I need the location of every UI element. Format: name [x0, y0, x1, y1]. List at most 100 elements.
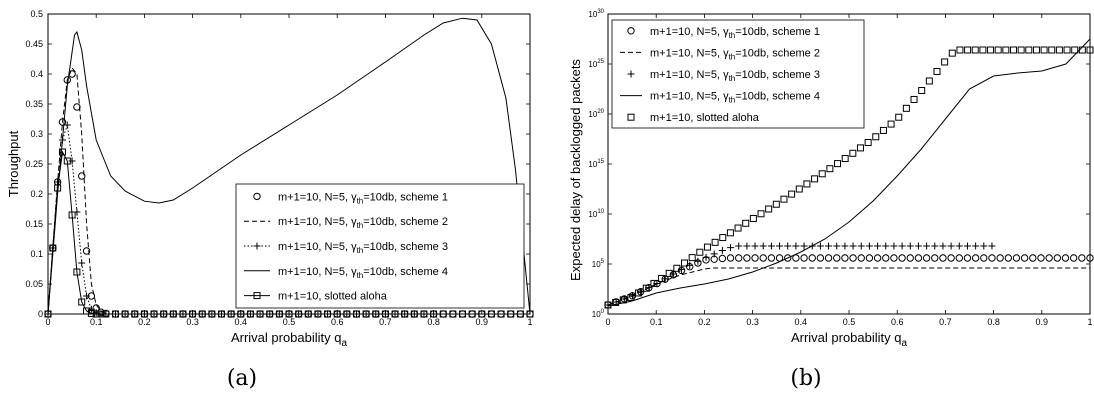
data-marker	[980, 254, 988, 262]
data-marker	[1032, 46, 1040, 54]
x-tick-label: 0.3	[186, 317, 199, 327]
data-marker	[811, 175, 819, 183]
legend-label: m+1=10, N=5, γth=10db, scheme 2	[278, 216, 448, 230]
data-marker	[304, 310, 312, 318]
data-marker	[914, 254, 923, 262]
data-marker	[726, 254, 735, 262]
data-marker	[1040, 46, 1048, 54]
data-marker	[882, 254, 890, 262]
data-marker	[947, 242, 955, 250]
data-marker	[711, 238, 719, 246]
data-marker	[939, 242, 947, 250]
data-marker	[849, 149, 857, 157]
data-marker	[73, 103, 81, 111]
data-marker	[696, 248, 704, 256]
data-marker	[833, 254, 841, 262]
y-tick-label: 1030	[588, 9, 604, 19]
data-marker	[743, 242, 751, 250]
data-marker	[767, 242, 775, 250]
data-marker	[719, 234, 727, 242]
data-marker	[381, 310, 389, 318]
data-marker	[979, 46, 987, 54]
data-marker	[988, 254, 996, 262]
data-marker	[856, 144, 864, 152]
data-marker	[54, 184, 62, 192]
data-marker	[833, 242, 841, 250]
data-marker	[874, 242, 882, 250]
data-marker	[198, 310, 206, 318]
data-marker	[1029, 254, 1037, 262]
y-tick-label: 0.2	[30, 189, 43, 199]
panel-caption: (a)	[227, 366, 257, 391]
data-marker	[1017, 46, 1025, 54]
x-tick-label: 0.2	[698, 317, 711, 327]
y-tick-label: 0.4	[30, 69, 43, 79]
data-marker	[97, 310, 105, 318]
data-marker	[189, 310, 197, 318]
data-marker	[324, 310, 332, 318]
data-marker	[179, 310, 187, 318]
data-marker	[751, 242, 759, 250]
data-marker	[872, 133, 880, 141]
data-marker	[776, 242, 784, 250]
data-marker	[688, 254, 696, 262]
data-marker	[710, 250, 718, 258]
data-marker	[92, 310, 100, 318]
data-marker	[964, 46, 972, 54]
data-marker	[955, 242, 963, 250]
data-marker	[772, 200, 780, 208]
legend-label: m+1=10, N=5, γth=10db, scheme 1	[278, 191, 448, 205]
data-marker	[941, 58, 949, 66]
data-marker	[994, 46, 1002, 54]
data-marker	[742, 219, 750, 227]
data-marker	[887, 120, 895, 128]
x-tick-label: 0.8	[987, 317, 1000, 327]
data-marker	[743, 254, 751, 262]
data-marker	[1061, 254, 1070, 262]
data-marker	[718, 247, 726, 255]
y-tick-label: 1025	[588, 59, 604, 69]
x-tick-label: 0.3	[746, 317, 759, 327]
data-marker	[1071, 46, 1079, 54]
data-marker	[841, 242, 849, 250]
data-marker	[956, 46, 964, 54]
data-marker	[121, 310, 129, 318]
data-marker	[906, 254, 914, 262]
data-marker	[92, 309, 100, 317]
panel-caption: (b)	[790, 366, 821, 391]
legend-marker	[253, 292, 261, 300]
data-marker	[947, 254, 955, 262]
data-marker	[895, 113, 903, 121]
data-marker	[665, 269, 673, 277]
x-tick-label: 0.9	[1036, 317, 1049, 327]
legend-marker	[253, 192, 261, 201]
y-tick-label: 0	[38, 309, 43, 319]
x-tick-label: 0.5	[843, 317, 856, 327]
data-marker	[694, 257, 702, 265]
data-marker	[718, 254, 727, 263]
data-marker	[971, 254, 980, 262]
data-marker	[865, 242, 873, 250]
legend: m+1=10, N=5, γth=10db, scheme 1 m+1=10, N…	[235, 183, 525, 309]
data-marker	[757, 210, 765, 218]
data-marker	[826, 165, 834, 173]
chart-panel-a: 0 0.1 0.2 0.3 0.4 0.5 0.6 0.7 0.8 0.9 1 0 0.05 0.1 0.1…	[6, 9, 534, 391]
data-marker	[759, 242, 767, 250]
data-marker	[898, 254, 906, 262]
data-marker	[526, 310, 534, 318]
data-marker	[78, 259, 86, 267]
data-marker	[1086, 254, 1094, 262]
x-tick-label: 0.5	[283, 317, 296, 327]
data-marker	[669, 270, 677, 278]
data-marker	[784, 254, 792, 262]
data-marker	[865, 254, 874, 262]
data-marker	[765, 205, 773, 213]
data-marker	[918, 87, 926, 95]
data-marker	[140, 310, 148, 318]
x-axis-label: Arrival probability qa	[791, 330, 908, 349]
x-tick-label: 0	[605, 317, 610, 327]
legend-marker	[253, 242, 261, 250]
series-4	[47, 17, 531, 315]
x-tick-label: 0.7	[379, 317, 392, 327]
